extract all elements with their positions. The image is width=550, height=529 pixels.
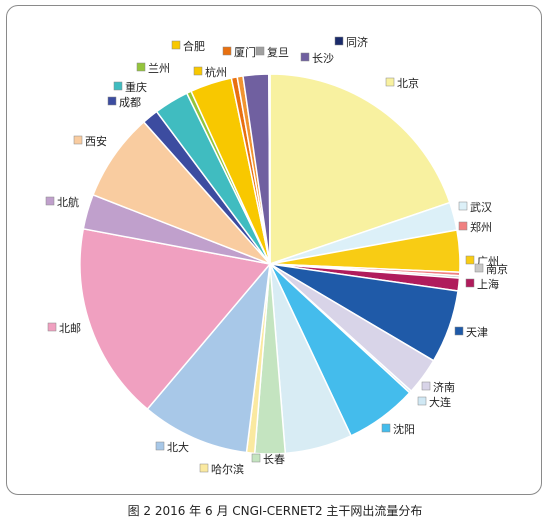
slice-label: 长春	[263, 453, 285, 466]
slice-label: 同济	[346, 35, 368, 49]
legend-label: 天津	[454, 326, 488, 339]
slice-label: 济南	[433, 380, 455, 394]
legend-label: 杭州	[193, 65, 227, 79]
legend-swatch	[136, 62, 146, 72]
legend-swatch	[300, 52, 310, 62]
slice-label: 重庆	[125, 80, 147, 94]
slice-label: 长沙	[312, 52, 334, 65]
slice-label: 哈尔滨	[211, 462, 244, 476]
legend-swatch	[465, 278, 475, 288]
slice-label: 厦门	[234, 45, 256, 59]
legend-label: 北邮	[47, 322, 81, 335]
legend-label: 长沙	[300, 52, 334, 65]
legend-swatch	[385, 77, 395, 87]
slice-label: 杭州	[205, 65, 227, 79]
pie-slice	[79, 227, 272, 411]
slice-label: 沈阳	[393, 422, 415, 436]
slice-label: 天津	[466, 326, 488, 339]
slice-label: 西安	[85, 134, 107, 148]
legend-swatch	[421, 381, 431, 391]
legend-swatch	[417, 396, 427, 406]
legend-label: 重庆	[113, 80, 147, 94]
pie-slices	[79, 73, 461, 455]
figure-caption: 图 2 2016 年 6 月 CNGI-CERNET2 主干网出流量分布	[127, 504, 423, 518]
legend-label: 兰州	[136, 62, 170, 75]
legend-swatch	[193, 66, 203, 76]
slice-label: 大连	[429, 395, 451, 409]
legend-swatch	[155, 441, 165, 451]
legend-label: 合肥	[171, 39, 205, 53]
legend-label: 厦门	[222, 45, 256, 59]
slice-label: 北航	[57, 195, 79, 209]
legend-swatch	[474, 263, 484, 273]
legend-swatch	[251, 453, 261, 463]
legend-swatch	[454, 326, 464, 336]
slice-label: 北大	[167, 440, 189, 454]
slice-label: 兰州	[148, 62, 170, 75]
legend-label: 济南	[421, 380, 455, 394]
slice-label: 复旦	[267, 45, 289, 59]
pie-labels: 北京武汉郑州广州南京上海天津济南大连沈阳长春哈尔滨北大北邮北航西安成都重庆兰州杭…	[45, 35, 508, 476]
legend-swatch	[381, 423, 391, 433]
legend-swatch	[73, 135, 83, 145]
legend-swatch	[222, 46, 232, 56]
legend-label: 大连	[417, 395, 451, 409]
slice-label: 合肥	[183, 39, 205, 53]
legend-label: 哈尔滨	[199, 462, 244, 476]
legend-label: 武汉	[458, 201, 492, 214]
pie-slice	[146, 261, 272, 454]
slice-label: 北邮	[59, 322, 81, 335]
legend-label: 北航	[45, 195, 79, 209]
legend-swatch	[334, 36, 344, 46]
legend-swatch	[458, 201, 468, 211]
pie-slice	[268, 73, 271, 265]
pie-chart: 北京武汉郑州广州南京上海天津济南大连沈阳长春哈尔滨北大北邮北航西安成都重庆兰州杭…	[45, 35, 508, 476]
slice-label: 成都	[119, 96, 141, 109]
legend-label: 南京	[474, 262, 508, 276]
legend-label: 北大	[155, 440, 189, 454]
legend-label: 上海	[465, 277, 499, 291]
slice-label: 上海	[477, 277, 499, 291]
legend-swatch	[465, 255, 475, 265]
pie-slice	[269, 73, 451, 266]
legend-swatch	[113, 81, 123, 91]
legend-swatch	[47, 322, 57, 332]
legend-label: 成都	[107, 96, 141, 109]
legend-label: 北京	[385, 76, 419, 90]
legend-swatch	[171, 40, 181, 50]
legend-swatch	[45, 196, 55, 206]
legend-label: 沈阳	[381, 422, 415, 436]
legend-label: 长春	[251, 453, 285, 466]
slice-label: 郑州	[470, 220, 492, 234]
legend-swatch	[107, 96, 117, 106]
legend-label: 复旦	[255, 45, 289, 59]
slice-label: 北京	[397, 76, 419, 90]
legend-label: 同济	[334, 35, 368, 49]
slice-label: 武汉	[470, 201, 492, 214]
legend-swatch	[199, 463, 209, 473]
legend-label: 郑州	[458, 220, 492, 234]
slice-label: 南京	[486, 262, 508, 276]
legend-swatch	[255, 46, 265, 56]
legend-label: 西安	[73, 134, 107, 148]
legend-swatch	[458, 221, 468, 231]
